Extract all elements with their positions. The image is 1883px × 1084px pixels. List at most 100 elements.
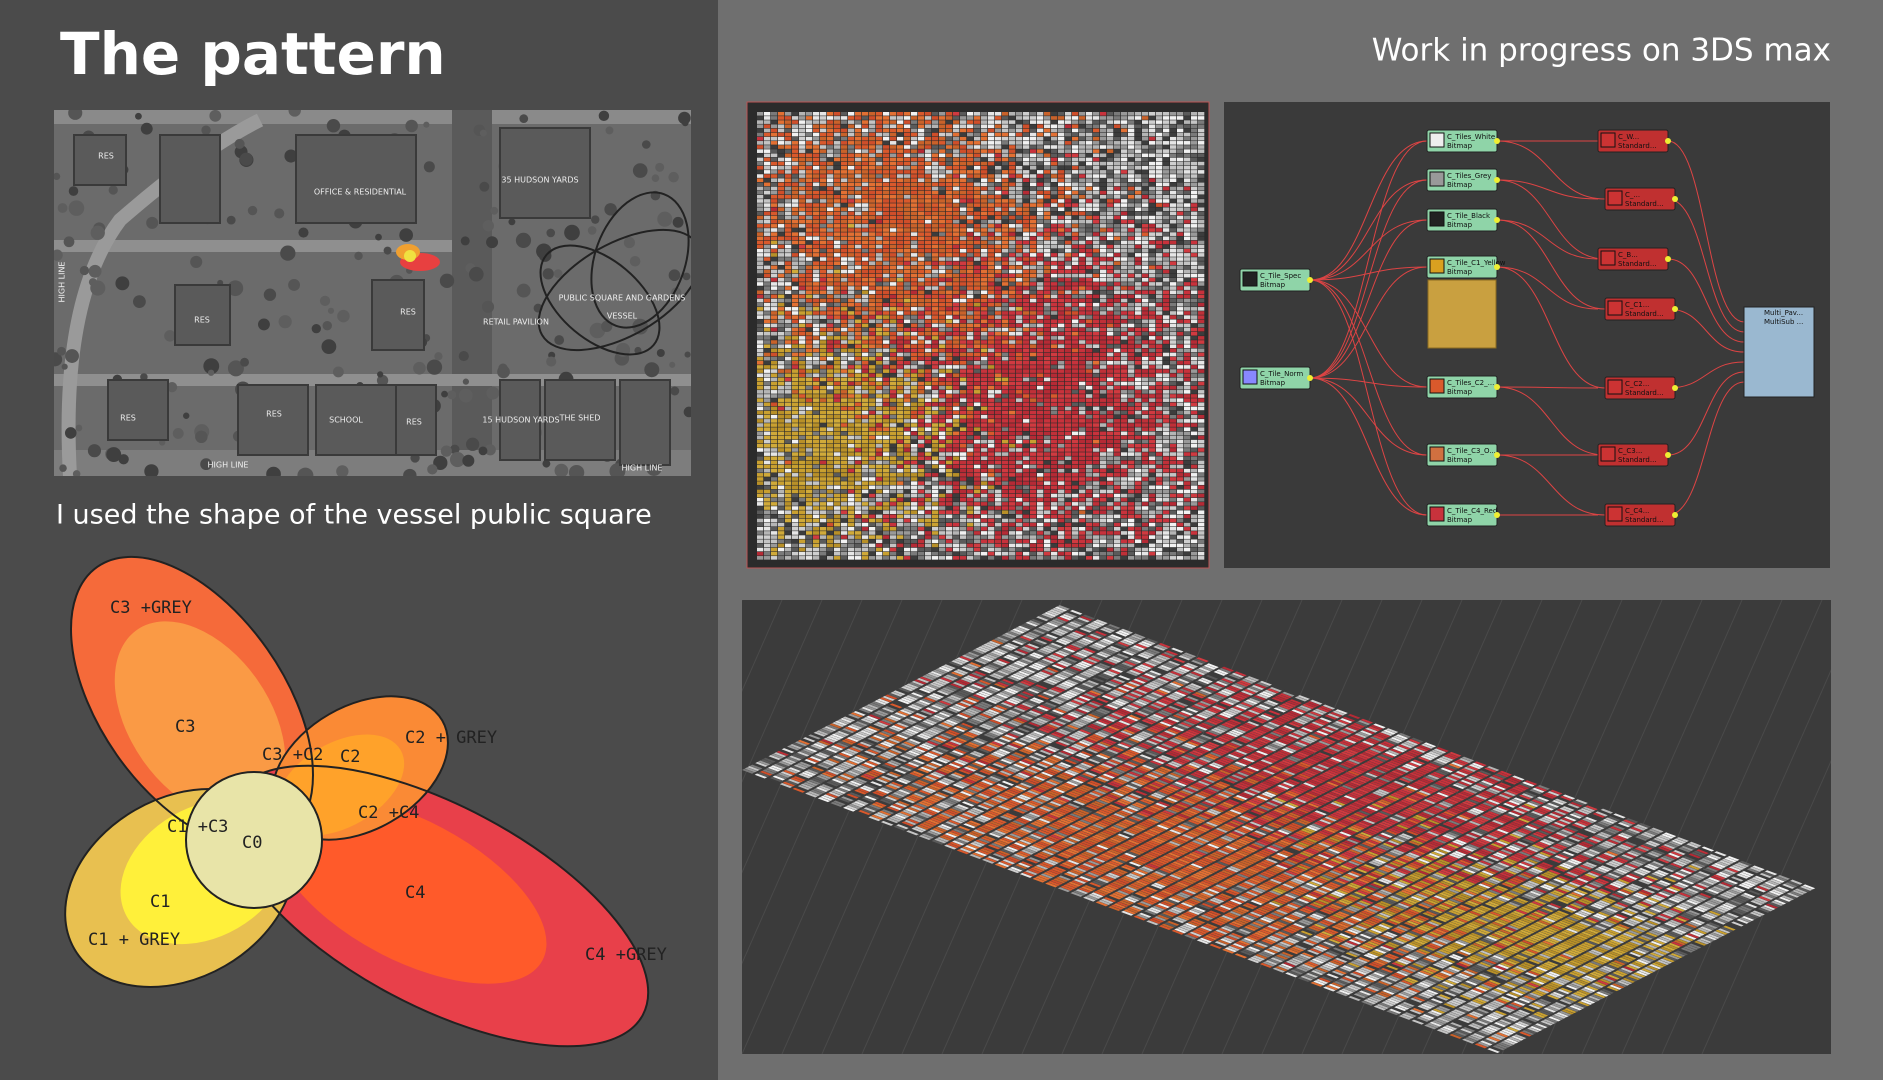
tile <box>757 410 764 415</box>
tile <box>974 402 981 407</box>
tile <box>869 302 876 307</box>
tile <box>827 203 834 207</box>
tree <box>657 211 673 227</box>
tile <box>1184 232 1191 236</box>
tile <box>995 385 1002 390</box>
tile <box>1002 290 1009 295</box>
tile <box>1051 394 1058 398</box>
tile <box>1079 269 1086 274</box>
tile <box>764 257 771 261</box>
tile <box>806 211 813 216</box>
tile <box>974 311 981 315</box>
tile <box>953 228 960 232</box>
tile <box>1191 149 1198 153</box>
tile <box>1100 377 1107 382</box>
tile <box>1072 170 1079 174</box>
tile <box>974 344 981 348</box>
tile <box>834 215 841 220</box>
tile <box>883 315 890 319</box>
tile <box>1156 190 1163 195</box>
tile <box>792 182 799 187</box>
tile <box>1072 112 1079 116</box>
tile <box>1198 240 1205 245</box>
tile <box>1030 273 1037 278</box>
tile <box>1072 195 1079 199</box>
tree <box>542 268 554 280</box>
tree <box>441 390 448 398</box>
tile <box>757 124 764 129</box>
tile <box>1121 236 1128 241</box>
tile <box>953 120 960 124</box>
tree <box>79 265 90 276</box>
tile <box>1107 141 1114 145</box>
tile <box>1023 120 1030 124</box>
tile <box>911 319 918 324</box>
tile <box>1184 336 1191 340</box>
tile <box>1198 149 1205 153</box>
tile <box>1051 170 1058 174</box>
tile <box>1170 136 1177 141</box>
tile <box>785 190 792 195</box>
tile <box>988 253 995 257</box>
tile <box>1142 331 1149 336</box>
tile <box>932 224 939 228</box>
tile <box>1086 385 1093 390</box>
tile <box>1093 331 1100 336</box>
tile <box>932 132 939 137</box>
tile <box>1128 240 1135 245</box>
tile <box>1086 211 1093 216</box>
tile <box>792 282 799 286</box>
tile <box>1163 248 1170 253</box>
tile <box>827 352 834 357</box>
tile <box>862 132 869 137</box>
tree <box>90 225 105 240</box>
tile <box>1170 116 1177 120</box>
tile <box>960 128 967 133</box>
tile <box>1191 311 1198 315</box>
tile <box>932 348 939 353</box>
tile <box>1072 165 1079 170</box>
tile <box>1079 165 1086 170</box>
tile <box>1128 356 1135 361</box>
tree <box>634 346 642 355</box>
tile <box>1114 323 1121 328</box>
tile <box>848 290 855 295</box>
tile <box>1170 161 1177 166</box>
tile <box>974 410 981 415</box>
tile <box>806 224 813 228</box>
tile <box>974 132 981 137</box>
tile <box>799 398 806 402</box>
tile <box>1086 199 1093 203</box>
tile <box>841 186 848 191</box>
tile <box>1086 398 1093 402</box>
tile <box>1009 278 1016 282</box>
tile <box>1156 323 1163 328</box>
tile <box>974 170 981 174</box>
tile <box>778 248 785 253</box>
tile <box>960 307 967 311</box>
tile <box>890 128 897 133</box>
tile <box>981 406 988 411</box>
tile <box>1128 232 1135 236</box>
tile <box>1044 282 1051 286</box>
tile <box>799 186 806 191</box>
tile <box>904 182 911 187</box>
tile <box>939 253 946 257</box>
tile <box>1093 257 1100 261</box>
tile <box>960 112 967 116</box>
tile <box>813 182 820 187</box>
tile <box>1100 174 1107 178</box>
tile <box>883 195 890 199</box>
tile <box>897 361 904 365</box>
tile <box>792 228 799 232</box>
tile <box>932 174 939 178</box>
tile <box>1072 128 1079 133</box>
tile <box>1079 265 1086 270</box>
tile <box>1149 290 1156 295</box>
tile <box>806 390 813 394</box>
tile <box>876 149 883 153</box>
tile <box>911 161 918 166</box>
tile <box>848 365 855 369</box>
tile <box>1177 116 1184 120</box>
